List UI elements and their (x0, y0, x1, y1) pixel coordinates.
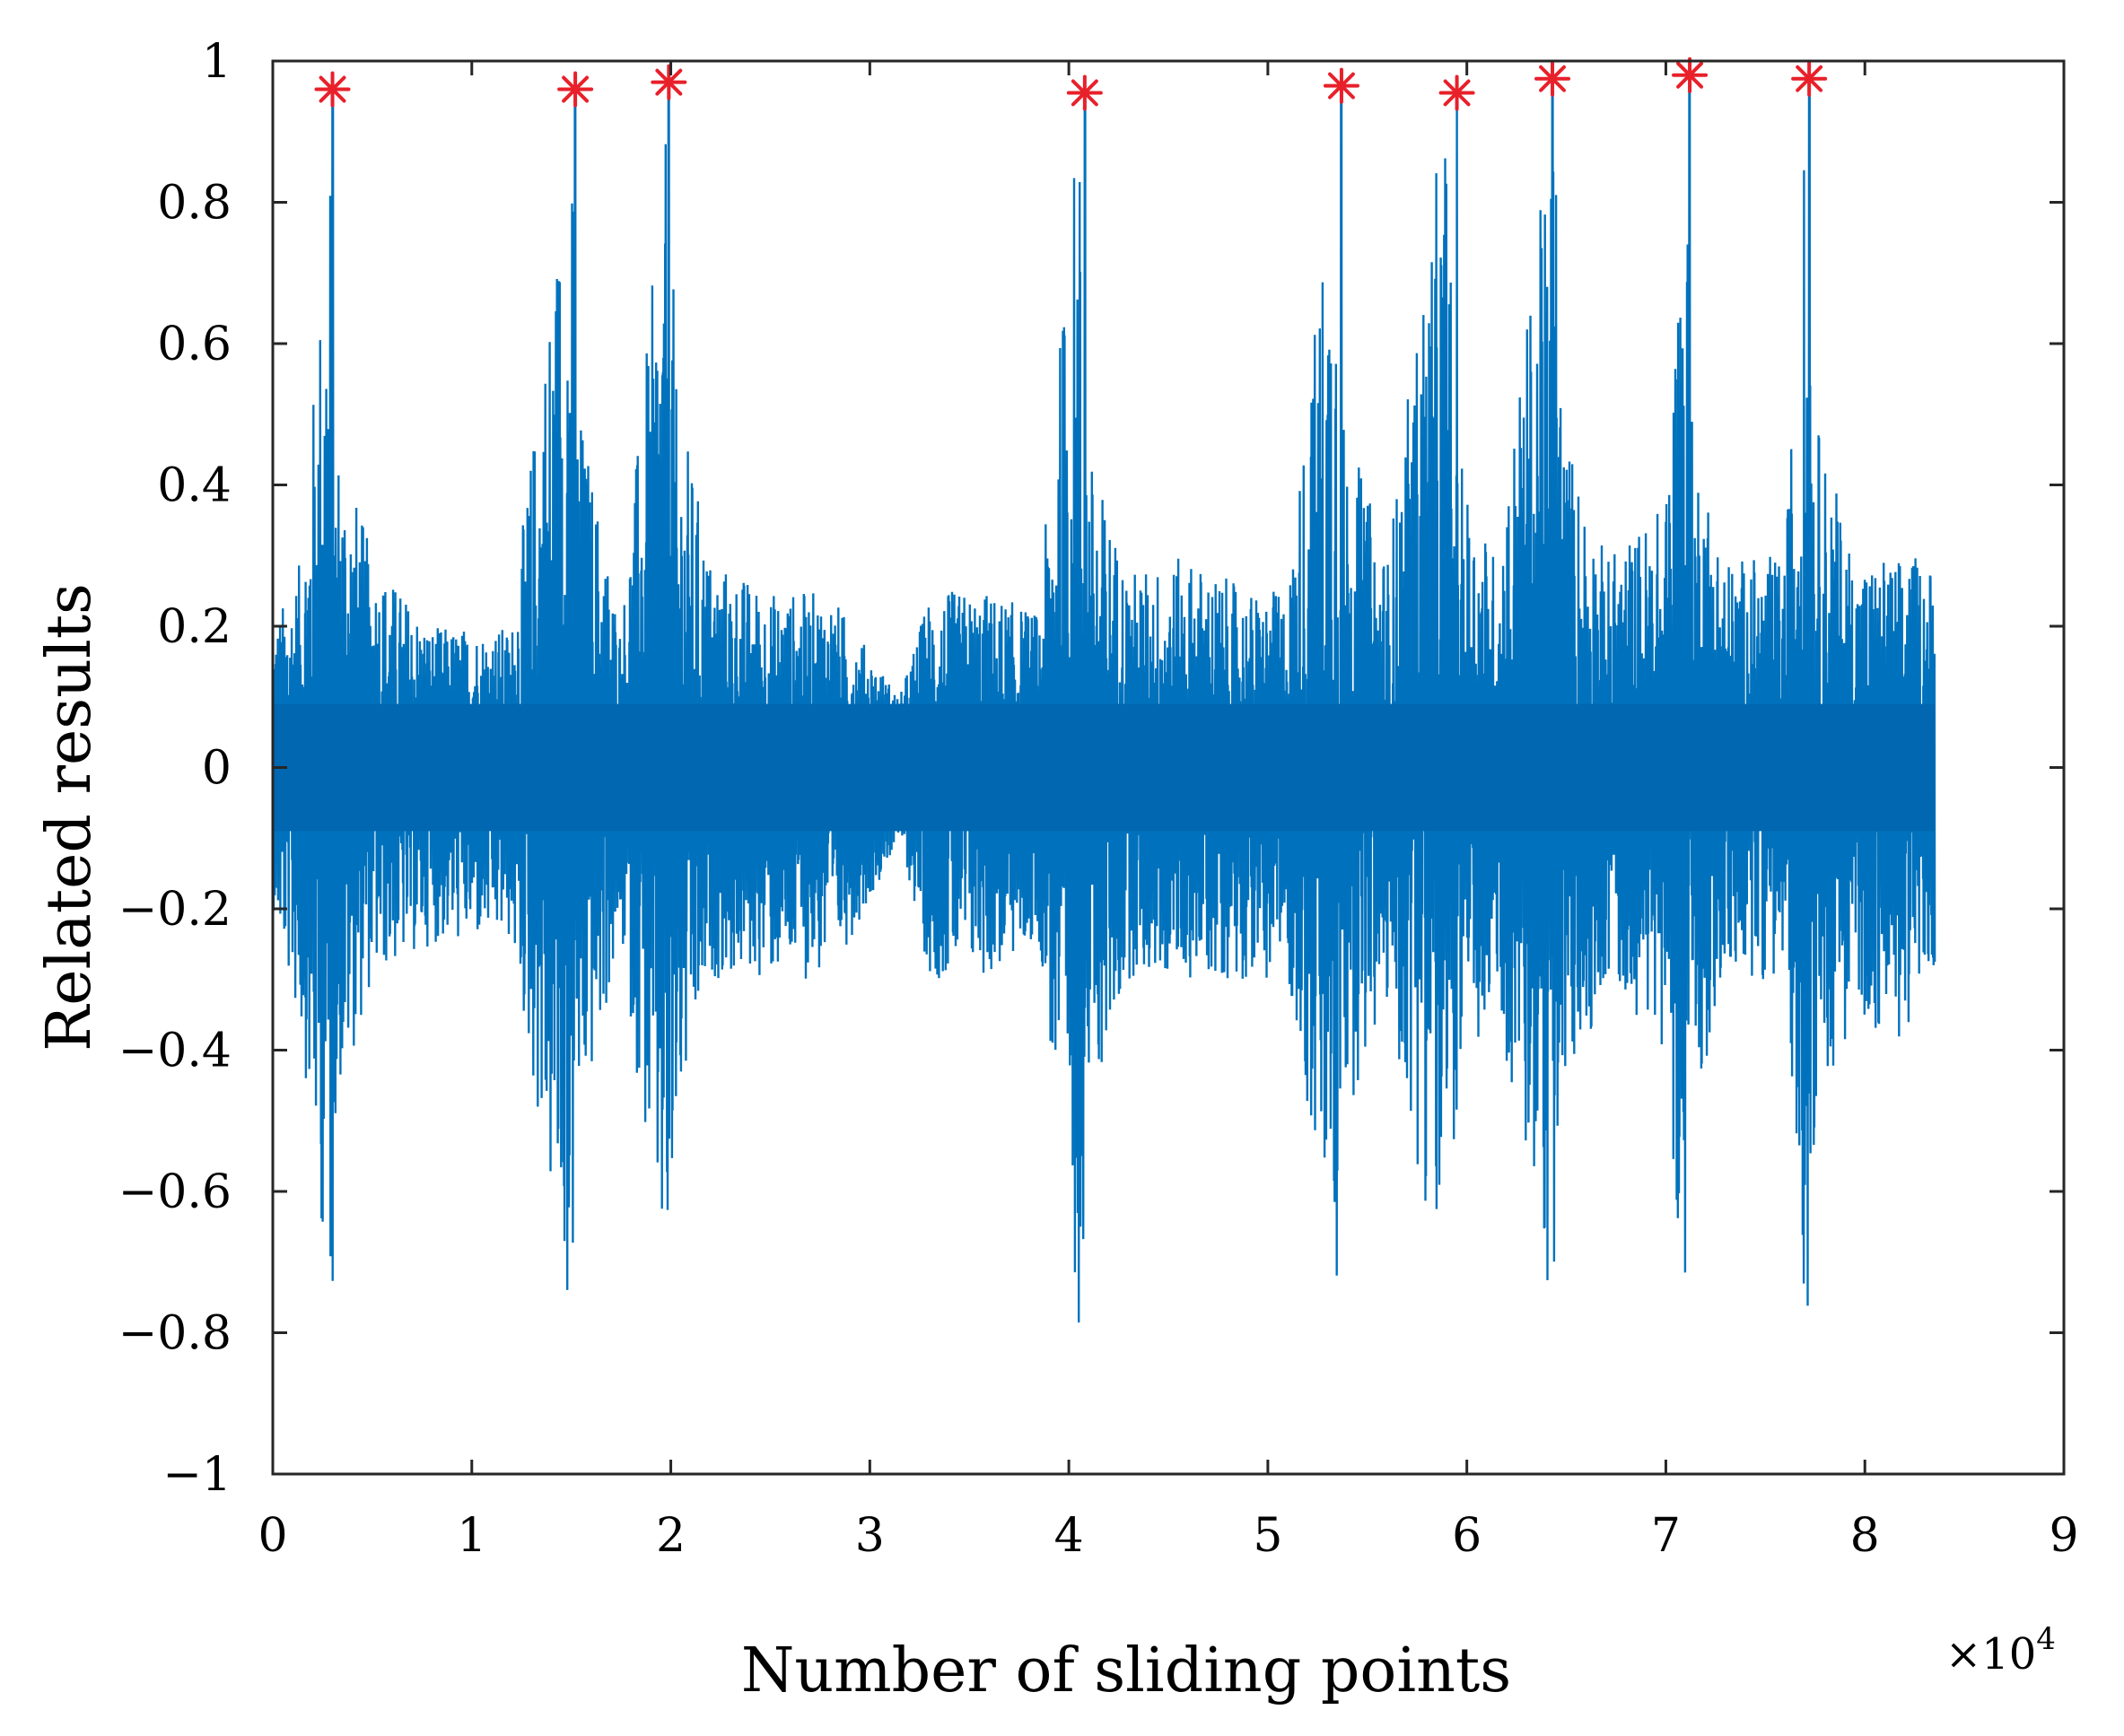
x-tick-label: 4 (1054, 1509, 1084, 1563)
y-tick-label: 0.6 (157, 318, 232, 371)
y-tick-label: 1 (202, 35, 232, 89)
x-multiplier: ×104 (1945, 1621, 2056, 1679)
x-tick-label: 7 (1651, 1509, 1681, 1563)
x-tick-label: 3 (855, 1509, 885, 1563)
peak-marker (1534, 60, 1571, 97)
x-tick-label: 6 (1452, 1509, 1482, 1563)
signal-core (273, 703, 1935, 832)
peak-marker (651, 64, 687, 100)
y-tick-label: 0.2 (157, 600, 232, 654)
y-tick-label: 0.8 (157, 177, 232, 231)
x-axis-title: Number of sliding points (741, 1636, 1511, 1706)
peak-markers (314, 57, 1828, 111)
y-axis-title: Related results (34, 583, 105, 1051)
tick-labels: 0 1 2 3 4 5 6 7 8 9 −1 −0.8 −0.6 −0.4 −0.2 0 0.2 0.4 0.6 0.… (118, 35, 2079, 1563)
peak-marker (1791, 60, 1828, 97)
y-tick-label: −0.6 (118, 1165, 232, 1219)
peak-marker (1672, 57, 1709, 93)
x-tick-label: 0 (258, 1509, 287, 1563)
x-tick-label: 9 (2049, 1509, 2078, 1563)
x-multiplier-base: ×10 (1945, 1629, 2036, 1679)
peak-marker (557, 71, 594, 108)
peak-marker (1323, 67, 1359, 104)
y-tick-label: 0 (202, 742, 232, 796)
x-tick-label: 1 (457, 1509, 486, 1563)
y-tick-label: 0.4 (157, 459, 232, 513)
y-tick-label: −0.4 (118, 1025, 232, 1078)
x-multiplier-exponent: 4 (2036, 1621, 2056, 1657)
x-tick-label: 2 (656, 1509, 686, 1563)
peak-marker (1066, 74, 1103, 111)
x-tick-label: 8 (1850, 1509, 1880, 1563)
peak-marker (314, 71, 351, 108)
x-tick-label: 5 (1253, 1509, 1282, 1563)
tick-marks (271, 59, 2066, 1476)
y-tick-label: −0.8 (118, 1307, 232, 1361)
signal-series (273, 74, 1936, 1323)
peak-marker (1438, 74, 1475, 111)
y-tick-label: −1 (162, 1448, 232, 1502)
y-tick-label: −0.2 (118, 883, 232, 937)
